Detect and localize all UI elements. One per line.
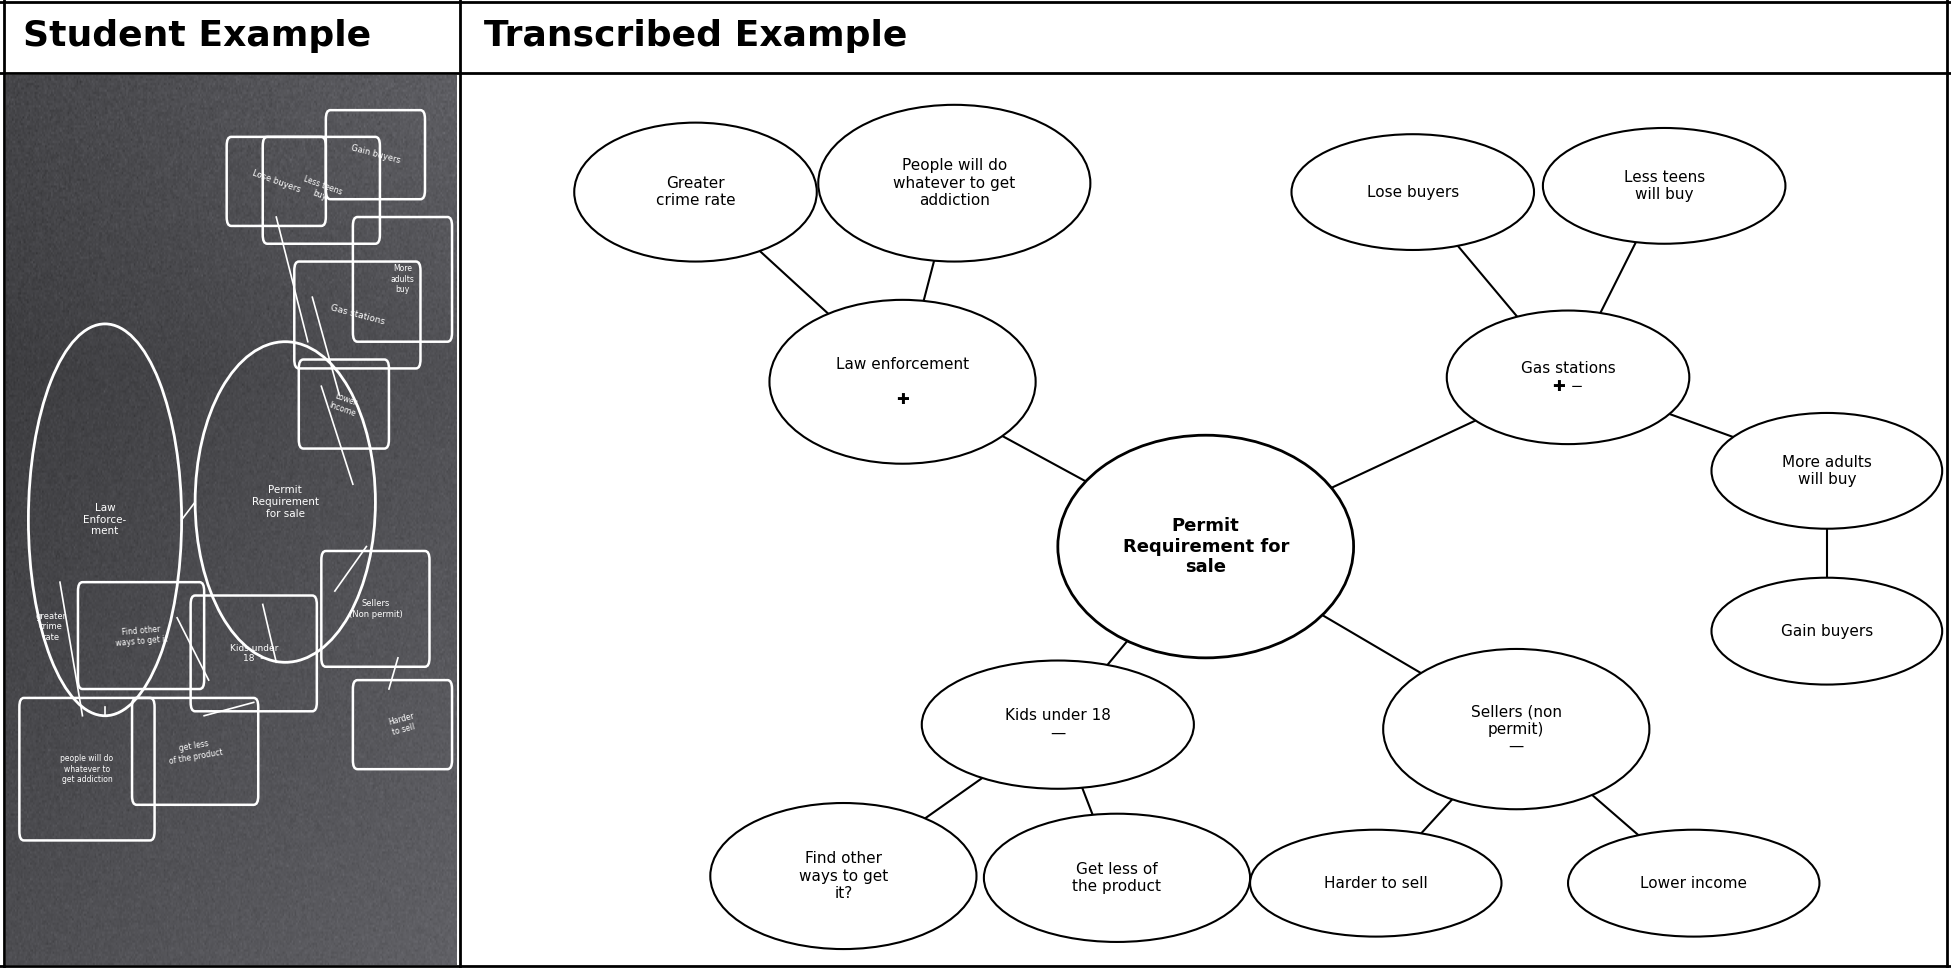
Text: Law
Enforce-
ment: Law Enforce- ment	[84, 503, 127, 536]
Ellipse shape	[1448, 311, 1690, 444]
Ellipse shape	[1711, 578, 1941, 684]
Text: Permit
Requirement
for sale: Permit Requirement for sale	[252, 485, 318, 519]
Text: Student Example: Student Example	[23, 19, 371, 53]
Text: More adults
will buy: More adults will buy	[1781, 455, 1871, 487]
Text: Greater
crime rate: Greater crime rate	[656, 176, 736, 208]
Text: Transcribed Example: Transcribed Example	[484, 19, 907, 53]
Text: get less
of the product: get less of the product	[166, 737, 224, 766]
Text: Lose buyers: Lose buyers	[1366, 185, 1459, 199]
Ellipse shape	[1292, 135, 1533, 250]
Text: Permit
Requirement for
sale: Permit Requirement for sale	[1122, 517, 1290, 576]
Text: Lose buyers: Lose buyers	[252, 168, 302, 195]
Ellipse shape	[921, 660, 1194, 789]
Text: Harder
to sell: Harder to sell	[386, 711, 418, 738]
Text: Get less of
the product: Get less of the product	[1073, 862, 1161, 894]
Text: People will do
whatever to get
addiction: People will do whatever to get addiction	[894, 159, 1015, 208]
Text: Lower
Income: Lower Income	[328, 390, 361, 418]
Text: Kids under 18
—: Kids under 18 —	[1005, 709, 1110, 741]
Text: Sellers
(Non permit): Sellers (Non permit)	[349, 599, 402, 619]
Ellipse shape	[769, 300, 1036, 464]
Text: Gain buyers: Gain buyers	[349, 144, 402, 166]
Text: people will do
whatever to
get addiction: people will do whatever to get addiction	[60, 754, 113, 784]
Text: Kids under
18  -: Kids under 18 -	[230, 644, 277, 663]
Text: Law enforcement

✚: Law enforcement ✚	[835, 357, 970, 407]
Ellipse shape	[1569, 830, 1820, 937]
Text: Lower income: Lower income	[1641, 876, 1748, 891]
Text: Sellers (non
permit)
—: Sellers (non permit) —	[1471, 704, 1563, 754]
Ellipse shape	[1383, 649, 1649, 809]
Ellipse shape	[1711, 413, 1941, 529]
Text: Harder to sell: Harder to sell	[1325, 876, 1428, 891]
Ellipse shape	[1543, 128, 1785, 244]
Ellipse shape	[817, 105, 1091, 261]
Text: Gain buyers: Gain buyers	[1781, 623, 1873, 639]
Ellipse shape	[574, 123, 817, 261]
Text: Gas stations: Gas stations	[330, 303, 386, 326]
Text: greater
crime
rate: greater crime rate	[35, 612, 66, 642]
Text: More
adults
buy: More adults buy	[390, 264, 414, 294]
Text: Less teens
buy: Less teens buy	[299, 174, 343, 206]
Ellipse shape	[1057, 436, 1354, 658]
Ellipse shape	[1251, 830, 1502, 937]
Ellipse shape	[710, 803, 977, 949]
Ellipse shape	[983, 814, 1251, 942]
Text: Find other
ways to get
it?: Find other ways to get it?	[798, 851, 888, 901]
Text: Less teens
will buy: Less teens will buy	[1623, 169, 1705, 202]
Text: Gas stations
✚ −: Gas stations ✚ −	[1520, 361, 1615, 394]
Text: Find other
ways to get it: Find other ways to get it	[113, 623, 168, 648]
